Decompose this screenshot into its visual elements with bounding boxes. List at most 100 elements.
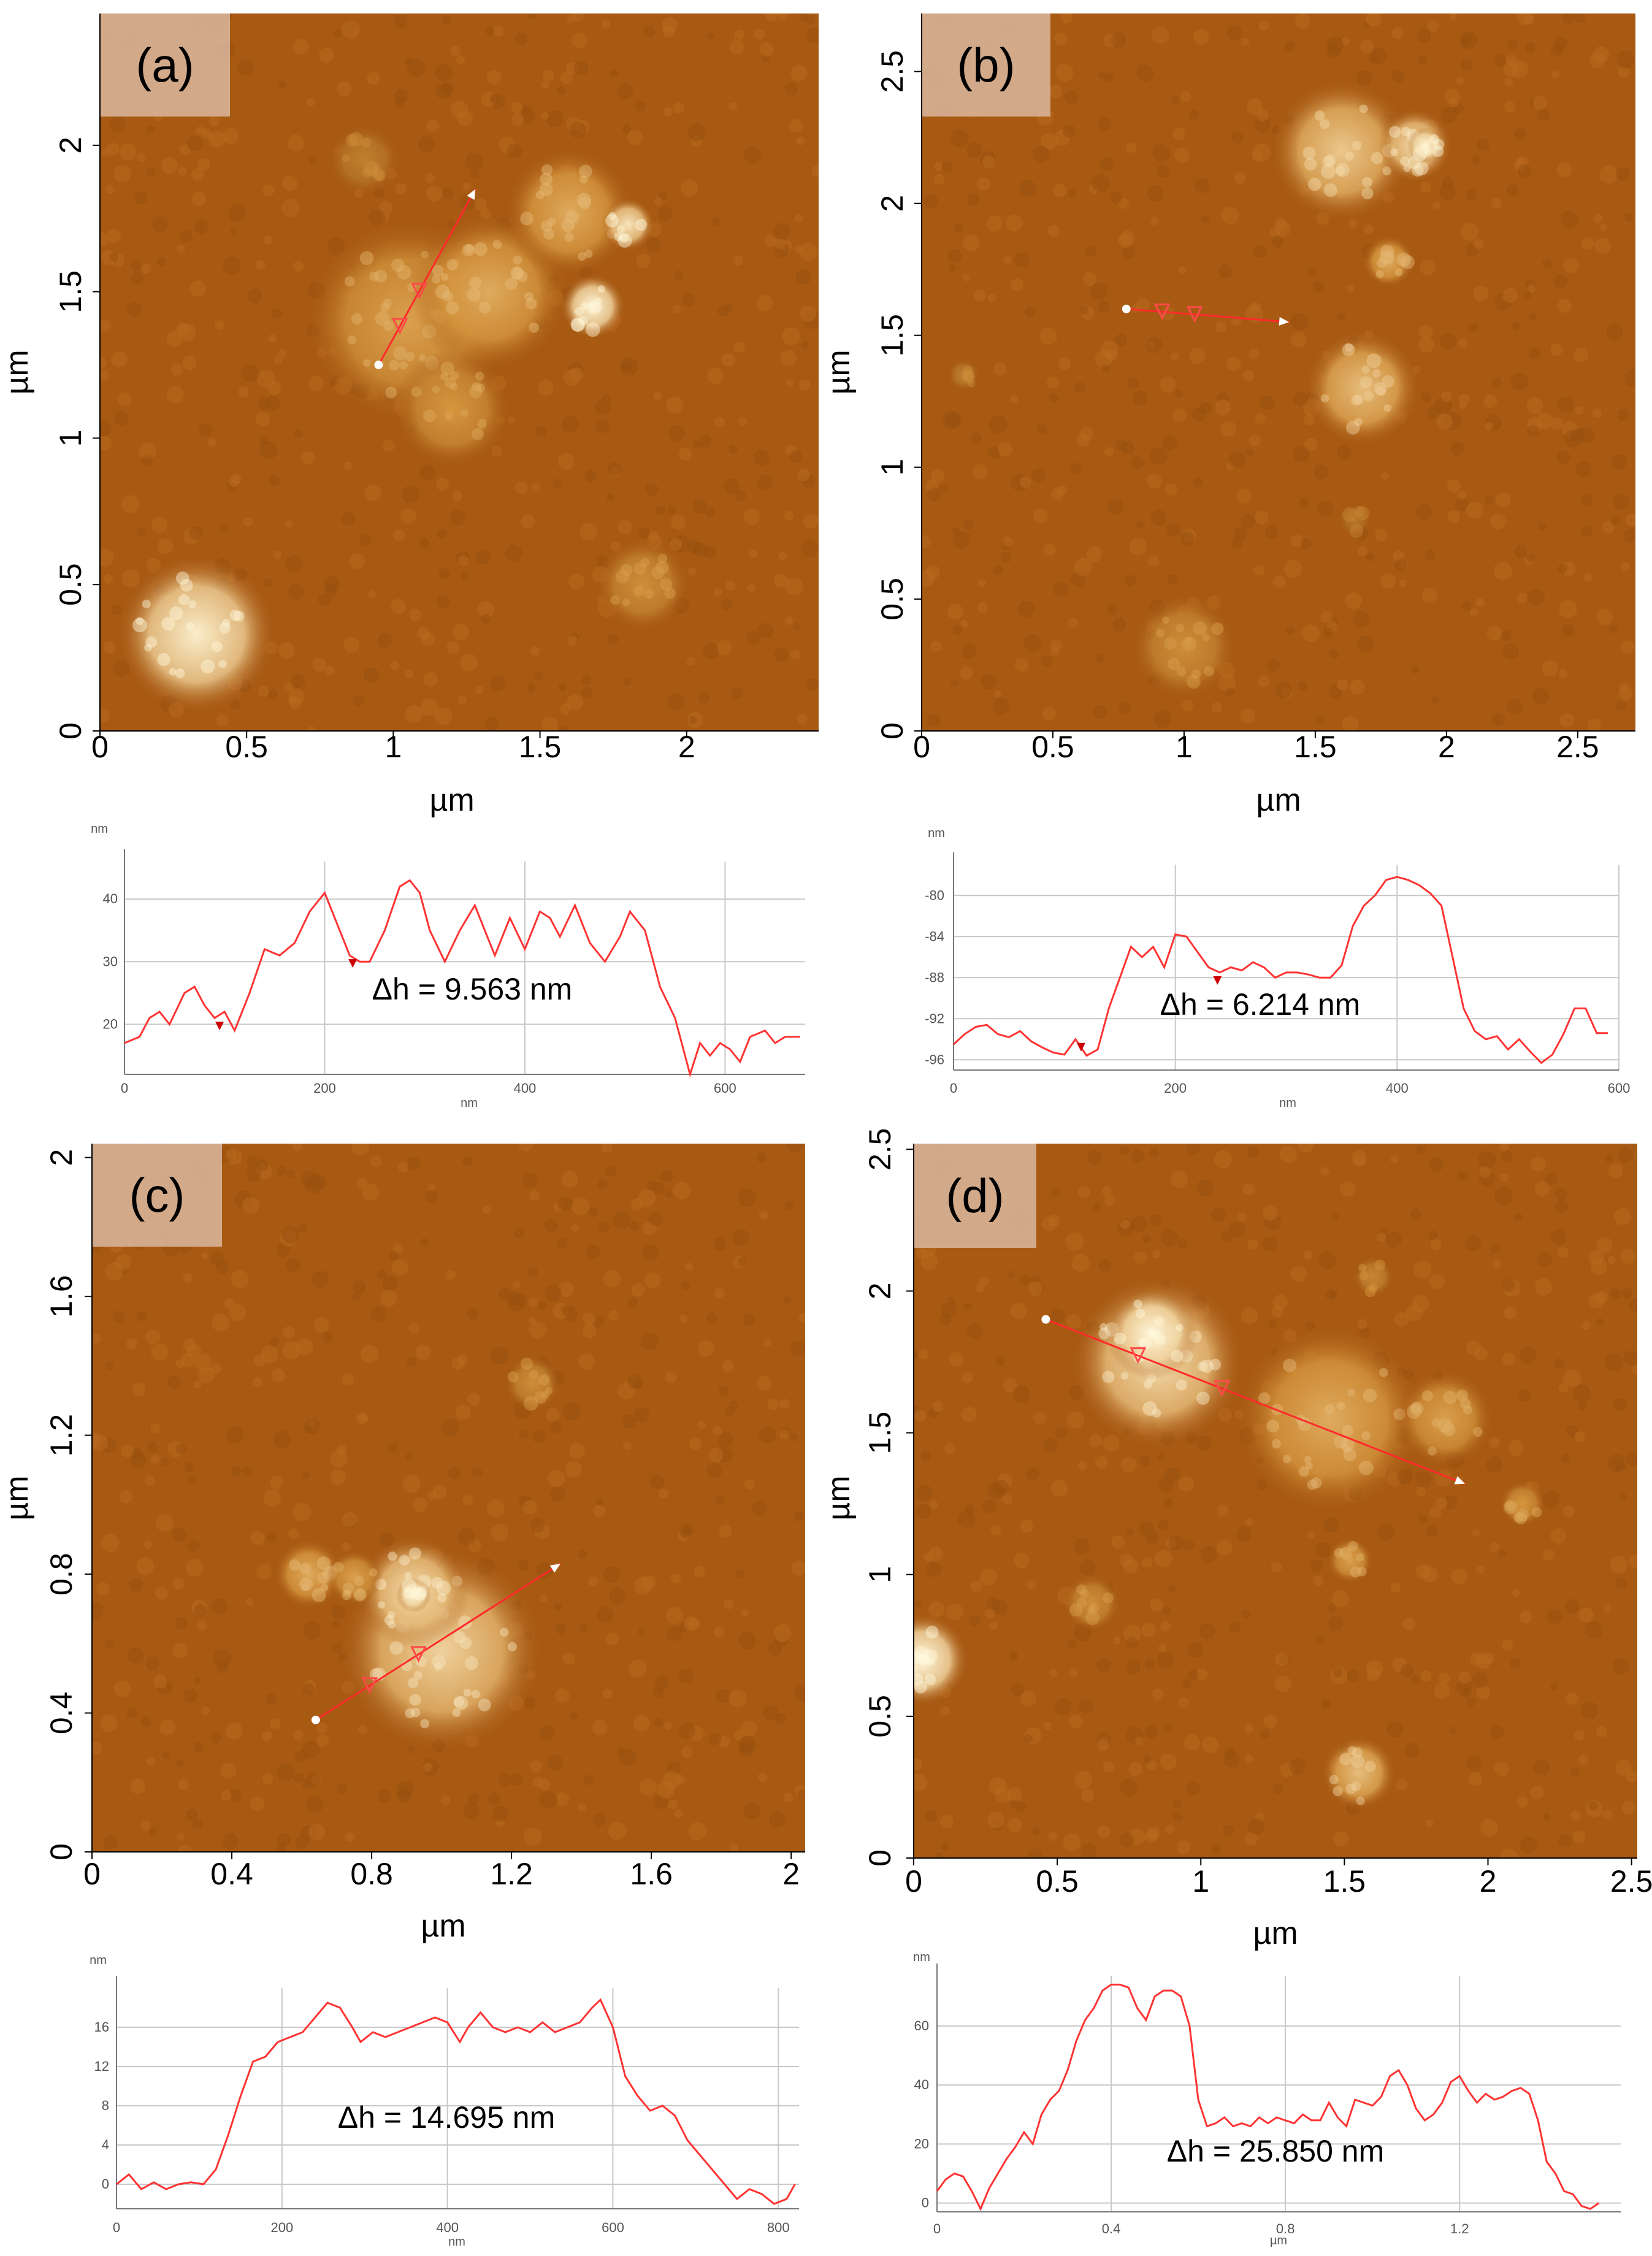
- surface-grain: [220, 524, 229, 533]
- surface-grain: [1440, 107, 1458, 124]
- surface-grain: [1518, 1389, 1531, 1402]
- surface-grain: [193, 1380, 202, 1388]
- x-tick-label: 0.4: [210, 1857, 253, 1891]
- surface-grain: [490, 675, 506, 691]
- feature-grain: [1374, 1260, 1385, 1271]
- x-tick-label: 1.2: [490, 1857, 533, 1891]
- feature-grain: [1350, 1754, 1365, 1768]
- surface-grain: [1172, 127, 1185, 140]
- surface-grain: [1618, 686, 1633, 701]
- feature-grain: [914, 1672, 924, 1686]
- surface-grain: [288, 583, 305, 600]
- surface-grain: [756, 1152, 767, 1163]
- surface-grain: [569, 1442, 585, 1459]
- surface-grain: [1162, 435, 1177, 451]
- surface-grain: [914, 1758, 922, 1770]
- surface-grain: [1418, 56, 1427, 65]
- surface-grain: [1332, 1590, 1350, 1608]
- feature-grain: [1152, 1408, 1161, 1418]
- surface-grain: [1196, 1668, 1208, 1681]
- feature-grain: [1390, 148, 1398, 156]
- surface-grain: [231, 1270, 249, 1288]
- surface-grain: [1610, 1556, 1627, 1573]
- surface-grain: [112, 1310, 125, 1323]
- surface-grain: [1451, 1568, 1467, 1585]
- feature-grain: [373, 169, 386, 182]
- surface-grain: [1303, 1250, 1313, 1260]
- x-tick-label: 0: [913, 730, 930, 764]
- surface-grain: [1455, 76, 1464, 85]
- surface-grain: [229, 1304, 247, 1321]
- y-tick-label: 2: [53, 137, 88, 154]
- surface-grain: [989, 415, 1008, 434]
- surface-grain: [395, 183, 407, 195]
- surface-grain: [995, 1356, 1006, 1366]
- x-tick-label: 1.5: [1294, 730, 1337, 764]
- feature-grain: [541, 220, 553, 232]
- feature-grain: [178, 594, 189, 605]
- feature-grain: [161, 617, 175, 631]
- surface-grain: [1049, 1669, 1058, 1678]
- profile-end-arrow: [549, 1564, 560, 1573]
- surface-grain: [536, 1562, 553, 1580]
- y-tick-label: -80: [925, 887, 944, 903]
- surface-grain: [1461, 35, 1470, 45]
- surface-grain: [460, 653, 478, 672]
- surface-grain: [1249, 434, 1261, 446]
- surface-grain: [1160, 377, 1176, 393]
- surface-grain: [613, 1211, 631, 1229]
- surface-grain: [1178, 1476, 1195, 1492]
- surface-grain: [262, 1730, 272, 1742]
- surface-grain: [126, 1338, 137, 1350]
- surface-grain: [927, 713, 941, 728]
- surface-grain: [934, 162, 944, 172]
- surface-grain: [161, 158, 178, 174]
- surface-grain: [629, 1659, 647, 1678]
- surface-grain: [343, 637, 359, 653]
- surface-grain: [1023, 1734, 1033, 1743]
- surface-grain: [1417, 28, 1432, 43]
- surface-grain: [643, 26, 655, 38]
- feature-grain: [344, 276, 355, 287]
- surface-grain: [100, 356, 107, 370]
- surface-grain: [1507, 40, 1518, 50]
- surface-feature: [1327, 1537, 1374, 1584]
- feature-grain: [540, 172, 553, 186]
- surface-grain: [718, 1735, 730, 1748]
- surface-grain: [794, 214, 803, 223]
- surface-grain: [1480, 1819, 1498, 1837]
- surface-grain: [1293, 446, 1310, 463]
- surface-grain: [1160, 1753, 1177, 1770]
- surface-grain: [408, 1323, 419, 1334]
- surface-grain: [1436, 413, 1453, 430]
- cursor-marker: [1213, 976, 1222, 985]
- surface-grain: [573, 61, 589, 76]
- surface-grain: [1126, 142, 1137, 153]
- surface-grain: [1177, 266, 1187, 274]
- surface-grain: [725, 580, 736, 591]
- surface-grain: [436, 595, 451, 609]
- feature-grain: [405, 1708, 415, 1719]
- surface-grain: [111, 351, 128, 368]
- surface-grain: [458, 555, 469, 567]
- surface-grain: [238, 386, 250, 398]
- surface-grain: [562, 1402, 581, 1420]
- surface-grain: [581, 675, 591, 686]
- surface-grain: [553, 478, 563, 488]
- surface-grain: [140, 1821, 151, 1831]
- surface-grain: [1563, 258, 1578, 273]
- surface-grain: [1237, 1212, 1247, 1222]
- feature-grain: [1329, 1775, 1339, 1784]
- surface-grain: [1455, 1678, 1473, 1696]
- surface-grain: [798, 379, 811, 391]
- surface-grain: [1244, 1723, 1254, 1733]
- surface-grain: [540, 1594, 548, 1603]
- surface-grain: [1222, 1825, 1234, 1837]
- surface-grain: [803, 513, 819, 529]
- surface-grain: [1102, 1435, 1120, 1452]
- surface-grain: [980, 1568, 998, 1586]
- surface-grain: [602, 1689, 613, 1699]
- feature-grain: [351, 313, 363, 325]
- surface-grain: [793, 1511, 804, 1522]
- surface-grain: [1039, 327, 1057, 345]
